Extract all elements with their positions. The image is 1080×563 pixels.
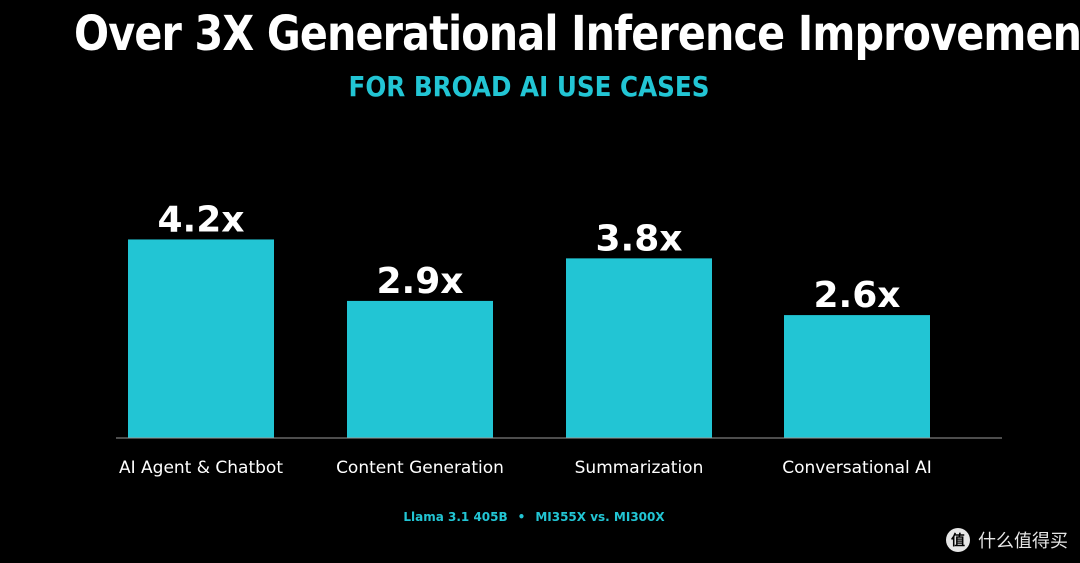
watermark: 值 什么值得买 xyxy=(946,527,1068,553)
data-label-1: 2.9x xyxy=(377,261,464,302)
data-label-0: 4.2x xyxy=(158,199,245,240)
bar-0 xyxy=(128,239,274,438)
chart-subtitle: FOR BROAD AI USE CASES xyxy=(348,70,710,103)
category-label-3: Conversational AI xyxy=(782,458,932,478)
bar-3 xyxy=(784,315,930,438)
footnote: Llama 3.1 405B • MI355X vs. MI300X xyxy=(0,510,1068,524)
watermark-logo-icon: 值 xyxy=(946,528,970,552)
watermark-text: 什么值得买 xyxy=(978,531,1068,552)
footnote-separator: • xyxy=(517,510,526,524)
bar-1 xyxy=(347,300,493,438)
bar-2 xyxy=(566,258,712,438)
category-label-2: Summarization xyxy=(575,458,704,478)
data-label-2: 3.8x xyxy=(596,218,683,259)
data-label-3: 2.6x xyxy=(814,275,901,316)
footnote-model: Llama 3.1 405B xyxy=(403,510,508,524)
chart-title: Over 3X Generational Inference Improveme… xyxy=(74,6,1080,62)
category-label-1: Content Generation xyxy=(336,458,504,478)
category-label-0: AI Agent & Chatbot xyxy=(119,458,283,478)
bar-chart: 4.2x AI Agent & Chatbot 2.9x Content Genera… xyxy=(116,199,1002,478)
footnote-comparison: MI355X vs. MI300X xyxy=(535,510,665,524)
bars-layer: 4.2x AI Agent & Chatbot 2.9x Content Genera… xyxy=(119,199,932,478)
